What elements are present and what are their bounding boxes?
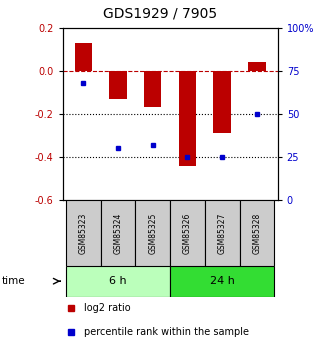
Bar (109, 71, 127, 99)
Text: GSM85323: GSM85323 (79, 212, 88, 254)
Bar (239, 200, 274, 266)
Text: 24 h: 24 h (210, 276, 235, 286)
Bar (170, 266, 274, 297)
Bar (144, 71, 161, 107)
Bar (135, 200, 170, 266)
Text: GSM85324: GSM85324 (114, 212, 123, 254)
Bar (205, 200, 239, 266)
Text: log2 ratio: log2 ratio (84, 303, 131, 313)
Bar (66, 266, 170, 297)
Text: GSM85326: GSM85326 (183, 212, 192, 254)
Text: 6 h: 6 h (109, 276, 127, 286)
Bar (170, 200, 205, 266)
Bar (66, 200, 101, 266)
Text: GSM85328: GSM85328 (252, 212, 261, 254)
Bar (179, 71, 196, 166)
Text: GSM85325: GSM85325 (148, 212, 157, 254)
Text: GSM85327: GSM85327 (218, 212, 227, 254)
Bar (213, 71, 231, 133)
Bar (101, 200, 135, 266)
Text: time: time (2, 276, 25, 286)
Text: percentile rank within the sample: percentile rank within the sample (84, 327, 249, 337)
Bar (248, 62, 265, 71)
Text: GDS1929 / 7905: GDS1929 / 7905 (103, 7, 218, 21)
Bar (75, 43, 92, 71)
